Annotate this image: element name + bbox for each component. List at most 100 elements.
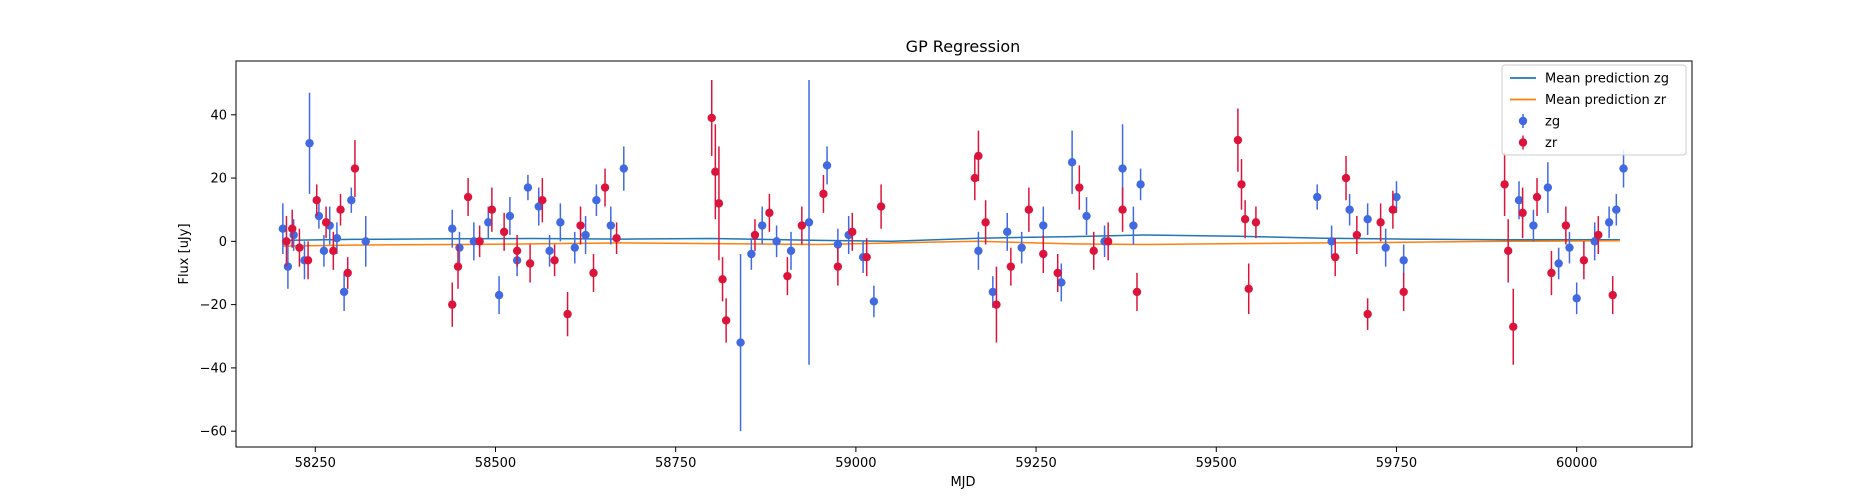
marker	[361, 237, 370, 246]
x-tick-label: 59750	[1376, 456, 1417, 471]
marker	[581, 230, 590, 240]
data-point-zg	[1327, 225, 1336, 258]
chart-title: GP Regression	[906, 37, 1021, 56]
legend-marker-swatch	[1518, 138, 1528, 147]
data-point-zg	[448, 209, 457, 248]
data-point-zg	[757, 206, 767, 245]
marker	[1067, 158, 1077, 167]
marker	[343, 268, 352, 278]
marker	[1532, 192, 1542, 202]
marker	[563, 309, 572, 319]
data-point-zr	[475, 225, 484, 258]
marker	[538, 196, 547, 205]
data-point-zr	[707, 79, 716, 156]
data-point-zr	[600, 168, 610, 207]
marker	[1509, 322, 1518, 331]
data-point-zr	[714, 146, 724, 261]
data-point-zr	[833, 247, 843, 286]
marker	[525, 259, 535, 268]
marker	[765, 208, 774, 218]
data-point-zg	[1612, 193, 1621, 226]
marker	[772, 237, 781, 246]
marker	[1053, 268, 1062, 278]
data-point-zr	[336, 193, 345, 226]
data-point-zr	[1594, 216, 1603, 254]
data-point-zg	[1363, 203, 1372, 236]
data-point-zr	[525, 244, 535, 283]
data-point-zg	[747, 238, 756, 270]
x-tick-label: 58250	[295, 456, 336, 471]
marker	[1554, 259, 1563, 268]
marker	[1619, 164, 1628, 173]
x-tick-label: 59250	[1015, 456, 1056, 471]
marker	[1006, 262, 1016, 271]
marker	[305, 139, 314, 148]
data-point-zg	[1590, 222, 1599, 261]
data-point-zr	[1341, 155, 1351, 201]
data-point-zg	[1312, 184, 1322, 210]
legend-entry: zg	[1518, 114, 1560, 130]
marker	[736, 338, 745, 347]
marker	[1399, 256, 1408, 265]
data-point-zg	[455, 231, 464, 264]
marker	[1132, 287, 1142, 297]
marker	[448, 300, 457, 309]
marker	[534, 202, 543, 211]
data-point-zr	[1388, 190, 1398, 229]
marker	[1129, 221, 1138, 230]
x-axis: 58250 58500 58750 59000 59250 59500 59750 60000	[295, 447, 1597, 471]
data-point-zg	[592, 184, 601, 217]
data-point-zr	[453, 244, 463, 289]
y-axis: −60 −40 −20 0 20 40	[200, 108, 236, 440]
marker	[339, 287, 349, 297]
marker	[786, 246, 796, 256]
data-point-zr	[1240, 200, 1250, 239]
marker	[1604, 218, 1614, 227]
data-point-zg	[1399, 244, 1408, 277]
x-tick-label: 59500	[1196, 456, 1237, 471]
y-tick-label: 0	[219, 235, 227, 250]
marker	[319, 246, 329, 256]
marker	[1500, 180, 1509, 189]
marker	[321, 218, 331, 227]
data-point-zr	[312, 184, 321, 217]
marker	[556, 218, 565, 227]
data-point-zg	[619, 146, 628, 191]
marker	[988, 287, 998, 297]
marker	[448, 224, 457, 233]
data-point-zg	[347, 187, 356, 213]
data-point-zr	[563, 291, 572, 337]
data-point-zr	[1503, 219, 1513, 283]
marker	[1244, 284, 1253, 294]
data-point-zr	[295, 228, 304, 267]
data-point-zr	[797, 206, 807, 245]
marker	[505, 211, 515, 221]
data-point-zr	[303, 241, 313, 280]
data-point-zr	[848, 212, 857, 251]
marker	[484, 218, 493, 227]
data-point-zr	[1039, 235, 1048, 273]
data-point-zg	[581, 216, 590, 254]
marker	[1017, 243, 1026, 252]
marker	[523, 183, 533, 192]
marker	[1039, 221, 1048, 230]
data-point-zg	[469, 222, 479, 261]
data-point-zr	[1561, 206, 1571, 245]
marker	[350, 164, 360, 173]
data-point-zr	[1500, 152, 1509, 217]
legend-box	[1501, 64, 1687, 156]
marker	[862, 252, 871, 262]
marker	[833, 240, 843, 249]
marker	[1345, 205, 1354, 214]
mean-prediction-line-zg	[282, 234, 1620, 243]
marker	[974, 246, 983, 256]
marker	[848, 227, 857, 237]
y-axis-label: Flux [uJy]	[177, 223, 192, 284]
data-point-zr	[329, 231, 338, 270]
data-point-zr	[1331, 238, 1340, 277]
marker	[455, 243, 464, 252]
marker	[721, 316, 731, 325]
marker	[278, 224, 288, 233]
marker	[469, 237, 479, 246]
data-point-zg	[570, 231, 579, 264]
